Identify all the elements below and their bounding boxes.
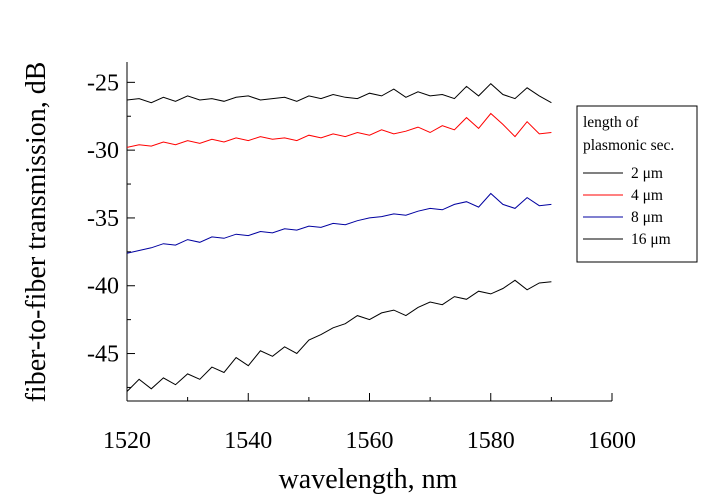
y-axis-label: fiber-to-fiber transmission, dB <box>21 62 52 403</box>
x-tick-label: 1520 <box>103 428 151 454</box>
series-line-2 <box>126 112 552 148</box>
x-tick-label: 1600 <box>588 428 636 454</box>
series-line-4 <box>126 279 552 392</box>
x-tick-label: 1560 <box>346 428 394 454</box>
legend-entry-2: 4 μm <box>631 187 663 204</box>
y-tick-label: -35 <box>87 206 119 232</box>
legend-title: plasmonic sec. <box>583 137 674 154</box>
legend: length of plasmonic sec. 2 μm 4 μm 8 μm 16 μm <box>576 105 698 263</box>
y-tick-label: -40 <box>87 274 119 300</box>
y-tick-label: -45 <box>87 342 119 368</box>
legend-title: length of <box>583 114 639 131</box>
y-tick-label: -30 <box>87 138 119 164</box>
y-tick-label: -25 <box>87 70 119 96</box>
legend-box <box>576 105 698 263</box>
series-line-3 <box>126 192 552 254</box>
x-axis-label: wavelength, nm <box>279 464 458 495</box>
legend-entry-3: 8 μm <box>631 209 663 226</box>
legend-entry-4: 16 μm <box>631 231 671 248</box>
x-tick-label: 1580 <box>467 428 515 454</box>
legend-entry-1: 2 μm <box>631 165 663 182</box>
x-tick-label: 1540 <box>224 428 272 454</box>
series-layer <box>126 83 552 392</box>
series-line-1 <box>126 83 552 104</box>
axes: 1520 1540 1560 1580 1600 -25 -30 -35 -40 -45 <box>87 62 636 454</box>
